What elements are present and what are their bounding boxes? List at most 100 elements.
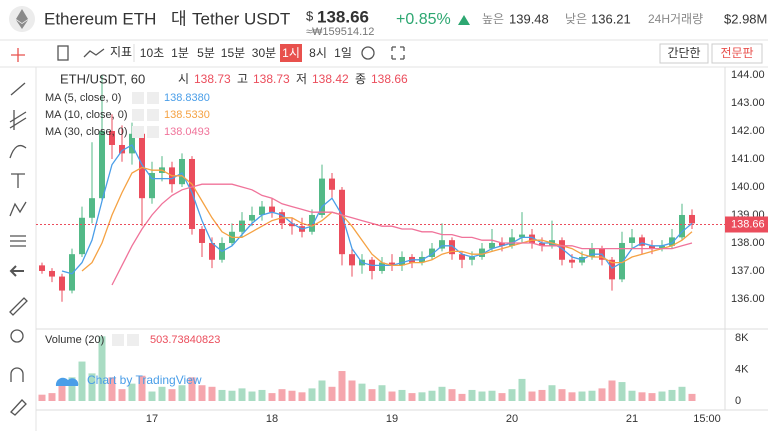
view-label[interactable]: 간단한 [667, 46, 700, 60]
candle-body [679, 214, 685, 238]
candle-body [259, 206, 265, 215]
fib-tool[interactable] [9, 110, 27, 130]
view-label[interactable]: 전문판 [720, 46, 753, 60]
legend-button[interactable] [112, 334, 124, 346]
pair-vs: 대 [171, 9, 187, 28]
last-price-label: 138.66 [731, 218, 765, 230]
candle-icon[interactable] [57, 45, 69, 61]
legend-button[interactable] [147, 92, 159, 104]
volume-label: 24H거래량 [648, 12, 703, 26]
volume-bar [368, 389, 376, 401]
candle-body [49, 270, 55, 277]
volume-bar [468, 389, 476, 401]
text-tool[interactable] [11, 173, 25, 188]
candle-body [139, 133, 145, 199]
ma-value: 138.8380 [164, 92, 210, 104]
legend-button[interactable] [147, 109, 159, 121]
ma-name: MA (30, close, 0) [45, 126, 128, 138]
volume-bar [598, 388, 606, 401]
interval[interactable]: 30분 [252, 46, 276, 60]
volume-bar [268, 393, 276, 401]
volume-bar [518, 378, 526, 401]
volume-bar [688, 393, 696, 401]
y-tick-label: 141.00 [731, 153, 765, 165]
measure-tool[interactable] [9, 297, 28, 316]
legend-button[interactable] [132, 109, 144, 121]
fullscreen-icon[interactable] [391, 46, 405, 60]
zoom-tool[interactable] [10, 329, 24, 343]
volume-bar [438, 386, 446, 401]
volume-bar [238, 388, 246, 401]
candle-body [249, 214, 255, 221]
up-arrow [458, 15, 470, 25]
y-tick-label: 144.00 [731, 69, 765, 81]
brush-tool[interactable] [9, 144, 27, 159]
candle-body [209, 242, 215, 260]
trendline-tool[interactable] [10, 82, 26, 96]
interval[interactable]: 1일 [334, 46, 352, 60]
candle-body [629, 237, 635, 243]
ma-line [111, 183, 693, 286]
ohlc-value: 138.73 [194, 72, 231, 86]
volume-bar [558, 389, 566, 401]
legend-button[interactable] [132, 126, 144, 138]
crosshair-tool[interactable] [11, 48, 25, 62]
price-krw: ≈₩159514.12 [306, 26, 374, 38]
low: 136.21 [591, 11, 631, 26]
ma-name: MA (5, close, 0) [45, 92, 121, 104]
volume-bar [308, 388, 316, 401]
interval[interactable]: 10초 [140, 46, 164, 60]
volume-bar [358, 383, 366, 401]
ohlc-label: 고 [237, 72, 248, 86]
interval[interactable]: 1분 [171, 46, 189, 60]
prediction-tool[interactable] [10, 235, 26, 247]
y-tick-label: 138.00 [731, 237, 765, 249]
volume-bar [388, 391, 396, 401]
settings-icon[interactable] [361, 46, 375, 60]
coin-logo-mark [16, 9, 28, 29]
candle-body [89, 198, 95, 218]
interval[interactable]: 8시 [309, 46, 327, 60]
volume-bar [208, 386, 216, 401]
lock-tool[interactable] [10, 399, 27, 416]
magnet-tool[interactable] [10, 367, 24, 382]
candle-body [39, 265, 45, 271]
volume-bar [178, 385, 186, 401]
candle-body [389, 262, 395, 266]
legend-button[interactable] [127, 334, 139, 346]
candle-body [339, 189, 345, 255]
indicator-icon[interactable] [83, 48, 105, 58]
volume-bar [498, 393, 506, 401]
volume-bar [48, 393, 56, 401]
y-tick-label: 137.00 [731, 265, 765, 277]
view-button[interactable] [711, 43, 763, 64]
low-label: 낮은 [565, 12, 587, 26]
view-button[interactable] [659, 43, 709, 64]
volume-bar [148, 391, 156, 401]
volume-bar [628, 390, 636, 401]
volume: $2.98M [724, 11, 767, 26]
legend-button[interactable] [132, 92, 144, 104]
candle-body [619, 242, 625, 280]
coin-name: Ethereum ETH [44, 9, 156, 28]
back-tool[interactable] [9, 265, 24, 277]
candle-body [519, 234, 525, 238]
candle-body [649, 245, 655, 249]
ohlc-label: 저 [296, 72, 307, 86]
volume-bar [398, 389, 406, 401]
indicator-label[interactable]: 지표 [110, 45, 132, 59]
candle-body [319, 178, 325, 215]
y2-tick-label: 8K [735, 332, 749, 344]
volume-bar [588, 390, 596, 401]
interval[interactable]: 1시 [282, 46, 300, 60]
candle-body [499, 242, 505, 246]
candle-body [539, 242, 545, 246]
candle-body [399, 256, 405, 266]
candle-body [239, 220, 245, 232]
interval[interactable]: 5분 [197, 46, 215, 60]
interval[interactable]: 15분 [221, 46, 245, 60]
volume-bar [58, 382, 66, 401]
pattern-tool[interactable] [9, 201, 27, 217]
legend-button[interactable] [147, 126, 159, 138]
candle-body [589, 248, 595, 257]
